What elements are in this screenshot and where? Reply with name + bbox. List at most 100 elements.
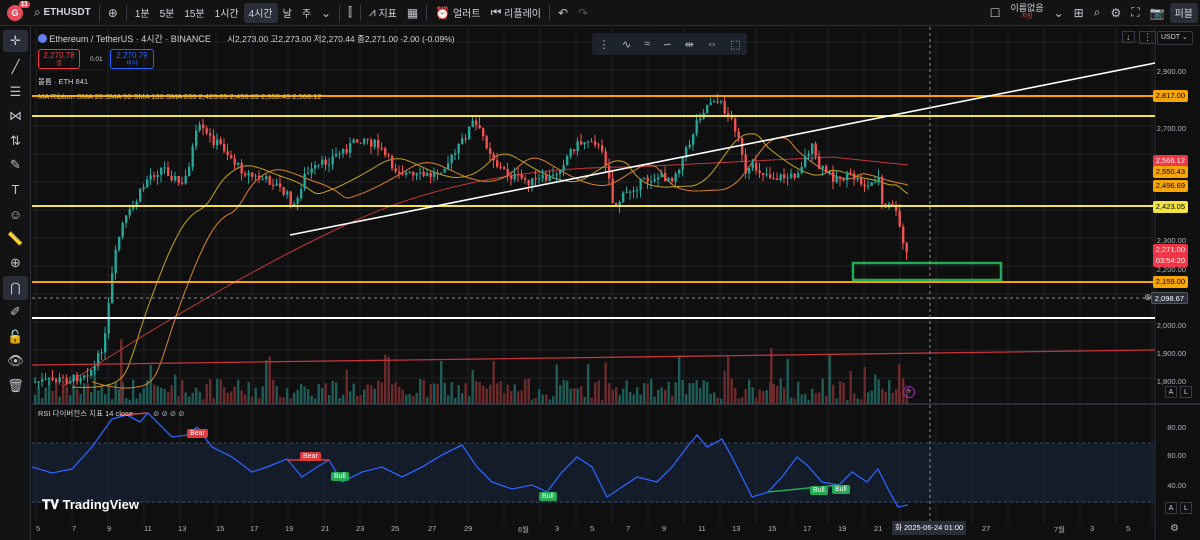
time-label: 15 [768, 524, 777, 533]
trendline-white[interactable] [289, 62, 1156, 236]
scale-menu-button[interactable]: ↓ [1122, 31, 1135, 43]
timeframe-5m[interactable]: 5분 [159, 9, 175, 20]
bull-tag-4: Bull [832, 485, 850, 494]
undo-button[interactable]: ↶ [553, 0, 573, 26]
add-alert-icon[interactable]: ⊕ [1144, 292, 1152, 302]
pair-title[interactable]: Ethereum / TetherUS · 4시간 · BINANCE [49, 34, 211, 44]
scale-more-button[interactable]: ⋮ [1139, 31, 1156, 44]
redo-button[interactable]: ↷ [573, 0, 593, 26]
remove-tool[interactable]: 🗑 [0, 374, 31, 399]
rsi-line [32, 412, 909, 508]
quick-search-button[interactable]: ⊞ [1069, 0, 1089, 26]
fib-tool[interactable]: ☰ [0, 80, 31, 105]
magnet-icon: ⋂ [10, 279, 21, 295]
price-tag-2159: 2,159.00 [1152, 276, 1188, 288]
lightning-icon[interactable]: ϟ [903, 386, 915, 398]
sell-button[interactable]: 2,270.78 셀 [38, 49, 80, 69]
wave2-icon[interactable]: ≈ [643, 38, 650, 50]
timeframe-day[interactable]: 날 [282, 9, 292, 20]
log-scale-button[interactable]: L [1180, 386, 1192, 398]
crosshair-tool[interactable]: ✛ [3, 30, 28, 52]
trendline-red[interactable] [32, 349, 1156, 366]
price-tag-2817: 2,817.00 [1152, 90, 1188, 102]
auto-scale-button[interactable]: A [1165, 386, 1177, 398]
indicators-button[interactable]: ⩘ 지표 [364, 0, 402, 26]
templates-button[interactable]: ▦ [402, 0, 423, 26]
user-avatar[interactable]: G 11 [7, 0, 30, 21]
ma-ribbon-legend: MA Ribbon SMA 20 SMA 50 SMA 100 SMA 200 … [38, 92, 322, 101]
timeframe-dropdown[interactable]: ⌄ [316, 0, 336, 26]
wave-icon[interactable]: ∿ [622, 38, 632, 51]
drawing-float-toolbar[interactable]: ⋮ ∿ ≈ ∽ ⇹ ⇔ ⬚ [592, 33, 747, 55]
lock-tool[interactable]: 🔓 [0, 325, 31, 350]
timeframe-15m[interactable]: 15분 [184, 9, 205, 20]
search-icon: ⌕ [34, 5, 41, 19]
magnet-tool[interactable]: ⋂ [3, 275, 28, 300]
snapshot-button[interactable]: 📷 [1145, 0, 1170, 26]
alert-label: 얼러트 [452, 9, 481, 20]
chart-type-button[interactable]: ⫿ [343, 0, 357, 26]
ruler-icon: 📏 [7, 230, 24, 246]
buy-button[interactable]: 2,270.79 바이 [110, 49, 154, 69]
chart-canvas[interactable] [32, 27, 1200, 540]
time-label: 27 [428, 524, 437, 533]
wave3-icon[interactable]: ∽ [662, 38, 672, 51]
price-tick: 2,000.00 [1156, 321, 1186, 330]
chart-area[interactable]: ⋮ ∿ ≈ ∽ ⇹ ⇔ ⬚ Ethereum / TetherUS · 4시간 … [32, 27, 1200, 540]
bear-tag-1: Bear [187, 429, 208, 438]
brush-tool[interactable]: ✎ [0, 153, 31, 178]
projection-tool[interactable]: ⇅ [0, 129, 31, 154]
sma-100-line [91, 137, 909, 389]
rsi-band [32, 443, 1155, 503]
hide-tool[interactable]: 👁 [0, 349, 31, 374]
object-tree-button[interactable]: ⌕ [1089, 0, 1106, 26]
compare-button[interactable]: ⊕ [103, 0, 123, 26]
stay-drawing-tool[interactable]: ✐ [0, 300, 31, 325]
emoji-tool[interactable]: ☺ [0, 202, 31, 227]
candlesticks [34, 93, 908, 389]
measure-tool[interactable]: 📏 [0, 227, 31, 252]
plus-circle-icon: ⊕ [107, 5, 118, 20]
bull-tag-3: Bull [810, 486, 828, 495]
fullscreen-button[interactable]: ⛶ [1126, 0, 1144, 26]
time-label: 9 [107, 524, 112, 533]
layout-name[interactable]: 이름없음 저장 [1005, 0, 1048, 26]
pattern-tool[interactable]: ⋈ [0, 104, 31, 129]
range-icon[interactable]: ⇹ [684, 38, 694, 51]
time-settings-icon[interactable]: ⚙ [1170, 523, 1179, 534]
layout-button[interactable]: ☐ [985, 0, 1006, 26]
tradingview-watermark: 𝐓𝐕 TradingView [42, 497, 139, 513]
redo-icon: ↷ [578, 5, 589, 20]
projection-icon: ⇅ [10, 132, 21, 148]
timeframe-4h[interactable]: 4시간 [243, 2, 278, 23]
layout-icon: ☐ [989, 5, 1001, 20]
currency-select[interactable]: USDT ⌄ [1157, 31, 1193, 45]
frame-icon[interactable]: ⬚ [730, 38, 741, 51]
alert-button[interactable]: ⏰ 얼러트 [430, 0, 485, 26]
rsi-auto-button[interactable]: A [1165, 502, 1177, 514]
rsi-legend-icons[interactable]: ⊘ ⊘ ⊘ ⊘ [153, 409, 185, 418]
price-tag-2566: 2,566.12 [1152, 155, 1188, 167]
trendline-icon: ╱ [11, 59, 20, 75]
text-tool[interactable]: T [0, 178, 31, 203]
fullscreen-icon: ⛶ [1131, 5, 1140, 19]
replay-button[interactable]: ⏮ 리플레이 [486, 0, 546, 26]
time-label: 7월 [1054, 525, 1066, 534]
timeframe-1h[interactable]: 1시간 [214, 9, 239, 20]
time-label: 6월 [518, 525, 530, 534]
settings-button[interactable]: ⚙ [1105, 0, 1126, 26]
range2-icon[interactable]: ⇔ [706, 38, 718, 50]
target-box[interactable] [851, 261, 1003, 282]
layout-dropdown[interactable]: ⌄ [1049, 0, 1069, 26]
drag-handle-icon[interactable]: ⋮ [598, 38, 610, 51]
timeframe-1m[interactable]: 1분 [134, 9, 150, 20]
chevron-down-icon: ⌄ [1181, 34, 1188, 41]
trendline-tool[interactable]: ╱ [0, 55, 31, 80]
symbol-search[interactable]: ⌕ ETHUSDT [29, 0, 96, 26]
time-label: 13 [732, 524, 741, 533]
rsi-log-button[interactable]: L [1180, 502, 1192, 514]
zoom-tool[interactable]: ⊕ [0, 251, 31, 276]
publish-button[interactable]: 퍼블 [1169, 2, 1198, 23]
time-label: 19 [285, 524, 294, 533]
timeframe-week[interactable]: 주 [301, 9, 312, 20]
